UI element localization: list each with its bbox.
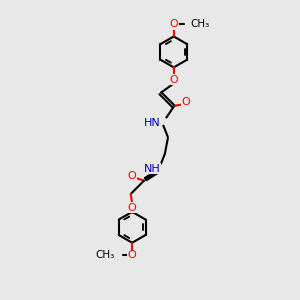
Text: O: O [128,250,136,260]
Text: O: O [169,75,178,85]
Text: O: O [182,98,190,107]
Text: O: O [169,19,178,29]
Text: HN: HN [144,118,160,128]
Text: CH₃: CH₃ [95,250,114,260]
Text: O: O [128,203,136,213]
Text: CH₃: CH₃ [191,19,210,29]
Text: O: O [128,171,136,181]
Text: NH: NH [144,164,160,174]
